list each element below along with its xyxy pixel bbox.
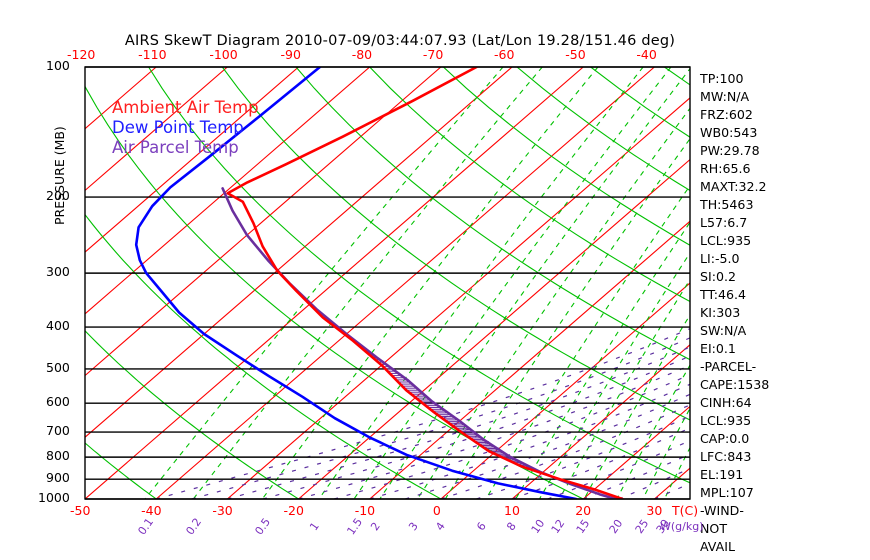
index-15: EI:0.1: [700, 341, 736, 356]
top-temp-tick--40: -40: [636, 47, 657, 62]
pressure-tick-700: 700: [46, 423, 70, 439]
mixing-ratio-axis-label: W(g/kg): [660, 520, 704, 533]
page-title: AIRS SkewT Diagram 2010-07-09/03:44:07.9…: [124, 33, 676, 49]
index-12: TT:46.4: [700, 287, 747, 302]
pressure-tick-600: 600: [46, 394, 70, 410]
bottom-temp-tick-30: 30: [646, 503, 663, 518]
top-temp-tick--100: -100: [209, 47, 238, 62]
index-10: LI:-5.0: [700, 251, 740, 266]
index-13: KI:303: [700, 305, 741, 320]
bottom-temp-tick--30: -30: [212, 503, 233, 518]
sounding-indices-panel: TP:100 MW:N/A FRZ:602 WB0:543 PW:29.78 RH:65.…: [700, 70, 820, 556]
index-11: SI:0.2: [700, 269, 736, 284]
top-temp-tick--90: -90: [280, 47, 301, 62]
index-0: TP:100: [700, 71, 744, 86]
top-temp-tick--80: -80: [351, 47, 373, 62]
index-24: -WIND-: [700, 503, 744, 518]
pressure-tick-800: 800: [46, 448, 70, 464]
pressure-tick-400: 400: [46, 318, 70, 334]
top-temp-tick--110: -110: [138, 47, 167, 62]
index-26: AVAIL: [700, 539, 735, 554]
top-temp-tick--70: -70: [422, 47, 444, 62]
index-7: TH:5463: [700, 197, 754, 212]
bottom-temp-tick--10: -10: [354, 503, 376, 518]
pressure-tick-300: 300: [46, 264, 70, 280]
pressure-tick-500: 500: [46, 359, 70, 375]
top-temp-tick--50: -50: [565, 47, 586, 62]
index-2: FRZ:602: [700, 107, 753, 122]
pressure-tick-1000: 1000: [38, 490, 70, 505]
index-6: MAXT:32.2: [700, 179, 767, 194]
top-temp-tick--120: -120: [67, 47, 96, 62]
bottom-temp-tick--40: -40: [141, 503, 162, 518]
index-18: CINH:64: [700, 395, 752, 410]
bottom-temp-tick--50: -50: [70, 503, 91, 518]
index-4: PW:29.78: [700, 143, 760, 158]
bottom-temp-tick-10: 10: [504, 503, 520, 518]
index-20: CAP:0.0: [700, 431, 750, 446]
index-19: LCL:935: [700, 413, 752, 428]
index-1: MW:N/A: [700, 89, 750, 104]
legend-ambient: Ambient Air Temp: [112, 98, 259, 117]
plot-legend: Ambient Air Temp Dew Point Temp Air Parc…: [112, 98, 259, 158]
temp-axis-label: T(C): [672, 503, 699, 518]
pressure-tick-900: 900: [46, 470, 70, 486]
top-temp-tick--60: -60: [494, 47, 515, 62]
index-23: MPL:107: [700, 485, 754, 500]
pressure-tick-100: 100: [46, 58, 70, 73]
index-14: SW:N/A: [700, 323, 747, 338]
legend-parcel: Air Parcel Temp: [112, 138, 239, 157]
index-3: WB0:543: [700, 125, 758, 140]
index-17: CAPE:1538: [700, 377, 770, 392]
bottom-temp-tick-20: 20: [575, 503, 592, 518]
bottom-temp-tick--20: -20: [283, 503, 304, 518]
legend-dewpoint: Dew Point Temp: [112, 118, 244, 137]
pressure-tick-200: 200: [46, 188, 70, 204]
index-16: -PARCEL-: [700, 359, 757, 374]
index-5: RH:65.6: [700, 161, 751, 176]
index-25: NOT: [700, 521, 728, 536]
index-8: L57:6.7: [700, 215, 748, 230]
index-22: EL:191: [700, 467, 744, 482]
pressure-axis-label: PRESSURE (MB): [52, 126, 67, 225]
index-21: LFC:843: [700, 449, 752, 464]
index-9: LCL:935: [700, 233, 752, 248]
bottom-temp-tick-0: 0: [432, 503, 441, 518]
